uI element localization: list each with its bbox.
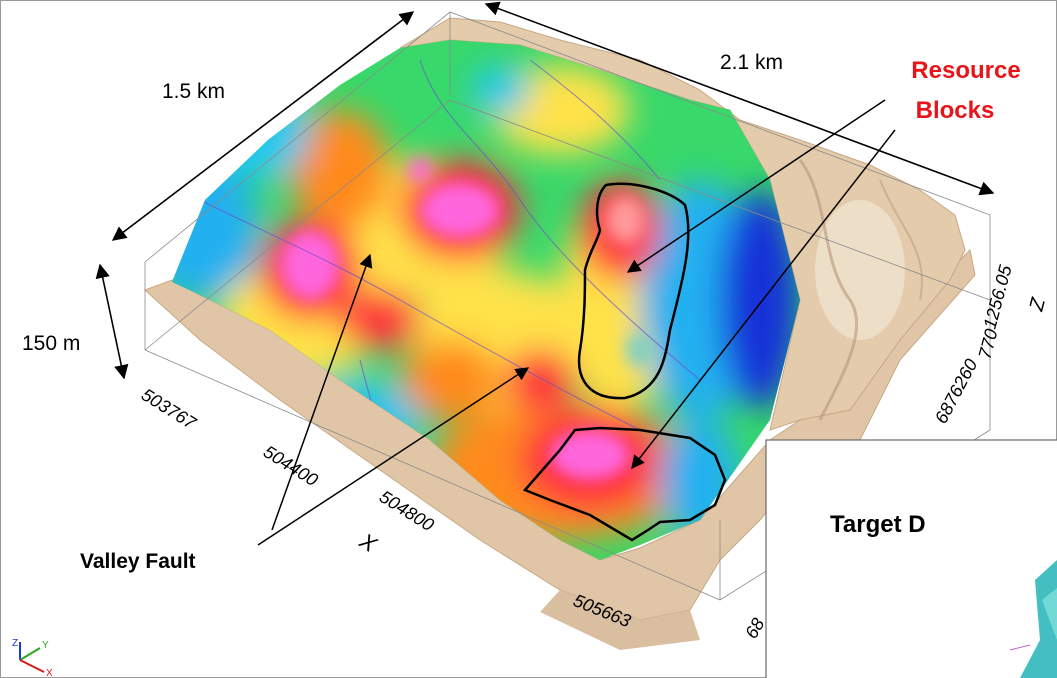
resource-block-south: [522, 426, 727, 542]
dim-height-label: 150 m: [22, 332, 80, 355]
resource-block-north: [577, 182, 690, 400]
target-d-label: Target D: [830, 511, 926, 538]
z-axis-title: Z: [1025, 295, 1050, 314]
triad-x-label: X: [46, 668, 53, 678]
y-tick-label: 68: [741, 615, 768, 642]
y-tick-label: 6876260: [931, 356, 982, 427]
z-tick-label: 1256.05: [980, 262, 1016, 331]
height-dimension-arrow: [95, 263, 129, 380]
z-tick-label: 770: [975, 327, 1002, 361]
target-inset-panel: Target D: [765, 439, 1057, 678]
resource-blocks-label-line2: Blocks: [916, 97, 995, 124]
triad-y-label: Y: [42, 640, 49, 651]
x-axis-title: X: [355, 528, 383, 558]
resource-blocks-label-line1: Resource: [911, 57, 1020, 84]
dim-width-label: 1.5 km: [162, 80, 225, 103]
length-dimension-arrow: [484, 1, 995, 196]
orientation-triad: Z Y X: [12, 638, 53, 678]
triad-z-label: Z: [12, 638, 18, 649]
dim-length-label: 2.1 km: [720, 51, 783, 74]
width-dimension-arrow: [111, 11, 415, 241]
valley-fault-label: Valley Fault: [80, 550, 196, 573]
terrain-surface: [144, 17, 976, 650]
x-tick-label: 504400: [260, 441, 322, 490]
x-tick-label: 503767: [138, 384, 200, 433]
